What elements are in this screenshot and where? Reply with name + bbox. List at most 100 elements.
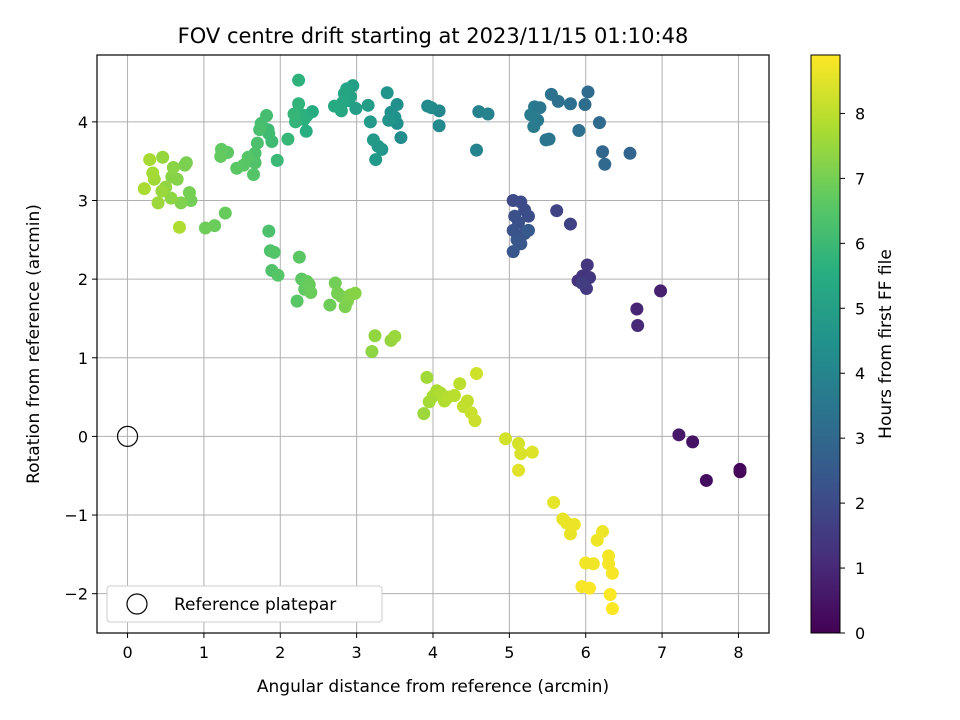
x-tick-label: 1 <box>199 643 209 662</box>
data-point <box>230 161 244 175</box>
data-point <box>470 143 484 157</box>
data-point <box>630 302 644 316</box>
data-point <box>539 133 553 147</box>
data-point <box>544 87 558 101</box>
data-point <box>583 581 597 595</box>
reference-point <box>116 425 139 448</box>
colorbar-tick-label: 1 <box>855 559 865 578</box>
x-axis-ticks: 0 1 2 3 4 5 6 7 8 <box>122 633 744 662</box>
data-point <box>253 123 267 137</box>
data-point <box>586 557 600 571</box>
colorbar-ticks: 0 1 2 3 4 5 6 7 8 <box>840 104 865 643</box>
data-point <box>432 119 446 133</box>
data-point <box>596 145 610 159</box>
grid <box>97 55 769 633</box>
data-point <box>567 517 581 531</box>
data-point <box>146 166 160 180</box>
data-point <box>172 220 186 234</box>
legend: Reference platepar <box>106 585 383 623</box>
y-tick-label: 0 <box>78 427 88 446</box>
data-point <box>581 85 595 99</box>
data-point <box>525 445 539 459</box>
x-axis-label: Angular distance from reference (arcmin) <box>257 677 609 697</box>
data-point <box>672 428 686 442</box>
colorbar-tick-label: 3 <box>855 429 865 448</box>
data-point <box>178 158 192 172</box>
data-point <box>686 435 700 449</box>
data-point <box>164 191 178 205</box>
data-point <box>155 184 169 198</box>
colorbar-tick-label: 2 <box>855 494 865 513</box>
data-point <box>361 98 375 112</box>
x-tick-label: 8 <box>733 643 743 662</box>
data-point <box>218 206 232 220</box>
data-point <box>151 196 165 210</box>
data-point <box>290 294 304 308</box>
data-point <box>470 366 484 380</box>
data-point <box>605 602 619 616</box>
data-point <box>143 153 157 167</box>
colorbar-tick-label: 8 <box>855 104 865 123</box>
data-point <box>328 276 342 290</box>
data-point <box>348 286 362 300</box>
x-tick-label: 4 <box>428 643 438 662</box>
x-tick-label: 7 <box>657 643 667 662</box>
data-point <box>547 495 561 509</box>
data-point <box>250 136 264 150</box>
data-points <box>137 73 747 616</box>
data-point <box>365 344 379 358</box>
data-point <box>472 105 486 119</box>
data-point <box>514 447 528 461</box>
data-point <box>287 107 301 121</box>
data-point <box>137 182 151 196</box>
x-tick-label: 6 <box>581 643 591 662</box>
data-point <box>512 463 526 477</box>
data-point <box>603 587 617 601</box>
y-tick-label: −1 <box>64 506 88 525</box>
data-point <box>247 168 261 182</box>
data-point <box>499 432 513 446</box>
colorbar-tick-label: 4 <box>855 364 865 383</box>
colorbar-tick-label: 6 <box>855 234 865 253</box>
legend-box <box>106 585 383 623</box>
data-point <box>420 370 434 384</box>
data-point <box>578 98 592 112</box>
data-point <box>512 436 526 450</box>
data-point <box>527 120 541 134</box>
data-point <box>174 196 188 210</box>
data-point <box>363 115 377 129</box>
data-point <box>292 250 306 264</box>
data-point <box>270 153 284 167</box>
data-point <box>506 245 520 259</box>
data-point <box>388 330 402 344</box>
colorbar-label: Hours from first FF file <box>876 249 896 439</box>
data-point <box>299 124 313 138</box>
data-point <box>214 149 228 163</box>
colorbar-tick-label: 7 <box>855 169 865 188</box>
data-point <box>654 284 668 298</box>
data-point <box>198 221 212 235</box>
data-point <box>580 258 594 272</box>
y-tick-label: −2 <box>64 585 88 604</box>
data-point <box>156 150 170 164</box>
data-point <box>366 133 380 147</box>
chart-title: FOV centre drift starting at 2023/11/15 … <box>178 24 689 48</box>
data-point <box>521 223 535 237</box>
y-tick-label: 1 <box>78 349 88 368</box>
reference-marker <box>116 425 139 448</box>
data-point <box>327 99 341 113</box>
colorbar <box>810 54 841 634</box>
data-point <box>572 123 586 137</box>
data-point <box>453 377 467 391</box>
data-point <box>733 465 747 479</box>
y-axis-ticks: −2 −1 0 1 2 3 4 <box>64 113 97 604</box>
data-point <box>521 209 535 223</box>
data-point <box>447 389 461 403</box>
data-point <box>368 329 382 343</box>
data-point <box>524 108 538 122</box>
y-tick-label: 2 <box>78 270 88 289</box>
data-point <box>304 285 318 299</box>
data-point <box>598 157 612 171</box>
data-point <box>563 217 577 231</box>
